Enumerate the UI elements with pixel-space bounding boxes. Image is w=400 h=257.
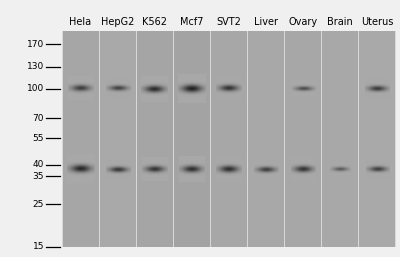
Text: SVT2: SVT2 [216, 17, 242, 27]
Text: 100: 100 [27, 84, 44, 93]
Bar [211, 31, 247, 247]
Text: 25: 25 [33, 200, 44, 209]
Text: Liver: Liver [254, 17, 278, 27]
Bar [100, 31, 136, 247]
Bar [322, 31, 358, 247]
Bar [62, 31, 98, 247]
Text: HepG2: HepG2 [101, 17, 134, 27]
Text: 35: 35 [32, 172, 44, 181]
Bar [174, 31, 210, 247]
Text: 170: 170 [27, 40, 44, 49]
Text: 55: 55 [32, 134, 44, 143]
Text: K562: K562 [142, 17, 167, 27]
Bar [248, 31, 284, 247]
Text: Ovary: Ovary [289, 17, 318, 27]
Bar [137, 31, 173, 247]
Text: Hela: Hela [70, 17, 92, 27]
Text: 40: 40 [33, 160, 44, 169]
Text: Brain: Brain [328, 17, 353, 27]
Text: 70: 70 [32, 114, 44, 123]
Bar [62, 31, 396, 247]
Text: 15: 15 [32, 242, 44, 251]
Text: Mcf7: Mcf7 [180, 17, 204, 27]
Bar [285, 31, 321, 247]
Text: 130: 130 [27, 62, 44, 71]
Text: Uterus: Uterus [361, 17, 394, 27]
Bar [360, 31, 395, 247]
